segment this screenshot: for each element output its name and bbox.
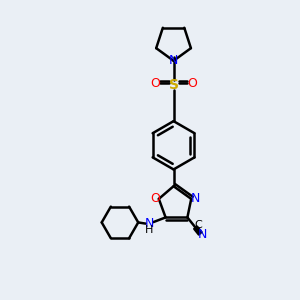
Text: O: O — [187, 77, 197, 90]
Text: O: O — [150, 192, 160, 206]
Text: O: O — [150, 77, 160, 90]
Text: H: H — [145, 225, 154, 236]
Text: N: N — [145, 218, 154, 230]
Text: S: S — [169, 78, 178, 92]
Text: N: N — [191, 192, 200, 206]
Text: N: N — [198, 228, 207, 242]
Text: N: N — [169, 54, 178, 67]
Text: C: C — [194, 220, 202, 230]
